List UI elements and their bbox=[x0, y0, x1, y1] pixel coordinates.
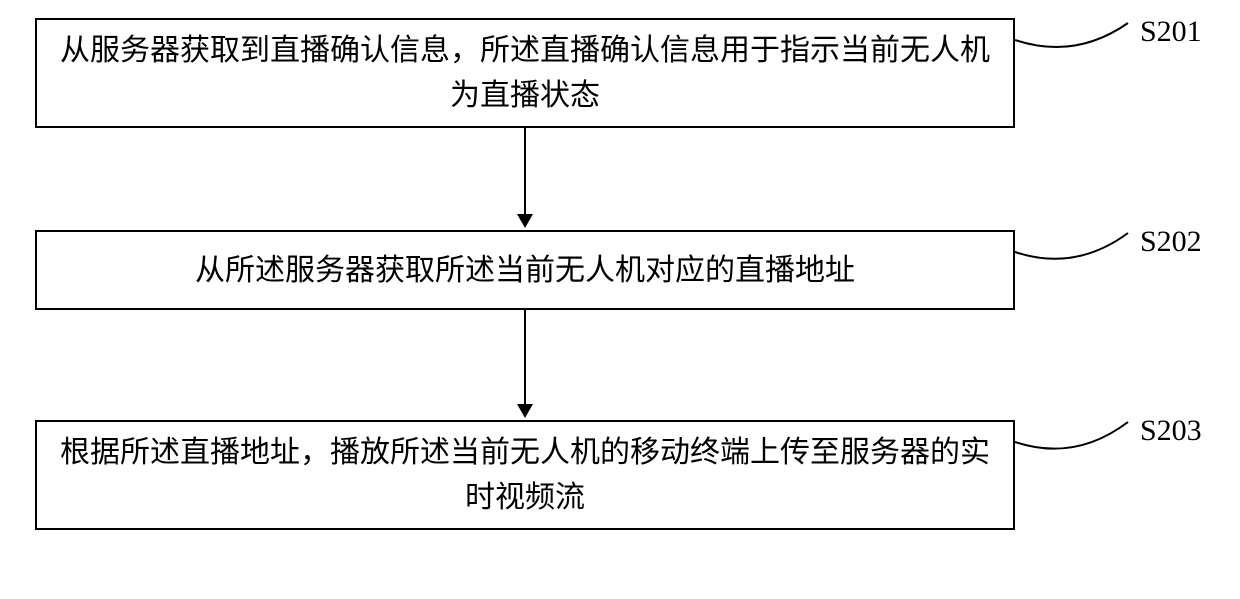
step-text-2: 从所述服务器获取所述当前无人机对应的直播地址 bbox=[195, 248, 855, 293]
step-box-1: 从服务器获取到直播确认信息，所述直播确认信息用于指示当前无人机为直播状态 bbox=[35, 18, 1015, 128]
arrow-head-1 bbox=[517, 214, 533, 228]
curve-connector-3 bbox=[1015, 414, 1135, 464]
step-box-3: 根据所述直播地址，播放所述当前无人机的移动终端上传至服务器的实时视频流 bbox=[35, 420, 1015, 530]
connector-line-1 bbox=[524, 128, 526, 216]
step-label-2: S202 bbox=[1140, 225, 1202, 259]
step-label-3: S203 bbox=[1140, 414, 1202, 448]
curve-connector-2 bbox=[1015, 225, 1135, 275]
step-box-2: 从所述服务器获取所述当前无人机对应的直播地址 bbox=[35, 230, 1015, 310]
step-text-1: 从服务器获取到直播确认信息，所述直播确认信息用于指示当前无人机为直播状态 bbox=[57, 28, 993, 118]
connector-line-2 bbox=[524, 310, 526, 406]
step-text-3: 根据所述直播地址，播放所述当前无人机的移动终端上传至服务器的实时视频流 bbox=[57, 430, 993, 520]
curve-connector-1 bbox=[1015, 15, 1135, 65]
step-label-1: S201 bbox=[1140, 15, 1202, 49]
arrow-head-2 bbox=[517, 404, 533, 418]
flowchart-container: 从服务器获取到直播确认信息，所述直播确认信息用于指示当前无人机为直播状态 S20… bbox=[0, 0, 1240, 599]
